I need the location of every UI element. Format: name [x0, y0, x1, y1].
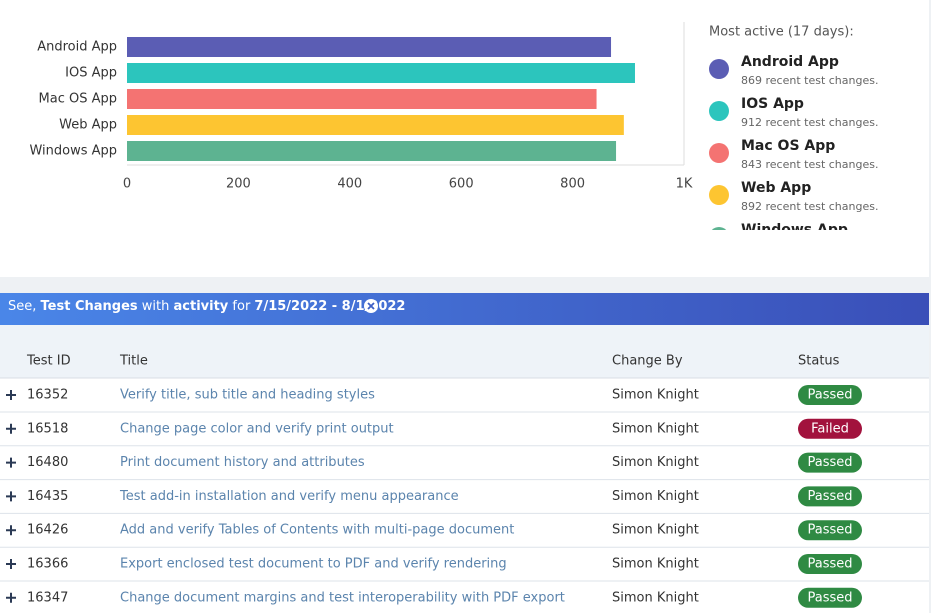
banner-text: See, Test Changes with activity for 7/15…: [8, 299, 405, 314]
expand-icon[interactable]: [6, 525, 16, 536]
category-label: IOS App: [65, 66, 117, 81]
x-tick-label: 400: [337, 177, 362, 192]
status-text: Passed: [807, 489, 852, 504]
legend-desc: 912 recent test changes.: [741, 116, 878, 129]
legend-title: Most active (17 days):: [709, 25, 854, 40]
change-by: Simon Knight: [612, 590, 699, 605]
bar: [127, 115, 624, 135]
change-by: Simon Knight: [612, 489, 699, 504]
legend-name: Web App: [741, 180, 811, 196]
category-label: Web App: [59, 118, 117, 133]
status-badge: [798, 452, 862, 473]
status-badge: [798, 486, 862, 507]
test-id: 16347: [27, 590, 68, 605]
banner-part: activity: [174, 299, 229, 314]
x-tick-label: 800: [560, 177, 585, 192]
test-id: 16366: [27, 557, 68, 572]
expand-icon[interactable]: [6, 457, 16, 468]
legend-desc: 843 recent test changes.: [741, 158, 878, 171]
change-by: Simon Knight: [612, 523, 699, 538]
legend-swatch: [709, 185, 729, 205]
legend-desc: 892 recent test changes.: [741, 200, 878, 213]
category-label: Windows App: [29, 144, 117, 159]
column-header: Title: [119, 354, 148, 369]
bar: [127, 89, 597, 109]
bar: [127, 37, 612, 57]
x-tick-label: 200: [226, 177, 251, 192]
table-panel: [0, 335, 929, 613]
banner-part: 7/15/2022 - 8/1/2022: [254, 299, 405, 314]
x-tick-label: 600: [449, 177, 474, 192]
legend-swatch: [709, 143, 729, 163]
legend-name: Android App: [741, 54, 839, 70]
change-by: Simon Knight: [612, 557, 699, 572]
expand-icon[interactable]: [6, 491, 16, 502]
status-badge: [798, 385, 862, 405]
test-title[interactable]: Test add-in installation and verify menu…: [119, 489, 459, 504]
banner-part: with: [138, 299, 174, 314]
legend: Android App 869 recent test changes. IOS A…: [709, 54, 878, 238]
change-by: Simon Knight: [612, 421, 699, 436]
status-badge: [798, 587, 862, 608]
table-header: [0, 325, 929, 378]
banner-part: See,: [8, 299, 41, 314]
category-label: Android App: [37, 40, 117, 55]
banner-part: for: [228, 299, 254, 314]
test-id: 16426: [27, 523, 68, 538]
status-badge: [798, 554, 862, 574]
status-text: Passed: [807, 455, 852, 470]
legend-swatch: [709, 101, 729, 121]
expand-icon[interactable]: [6, 423, 16, 434]
change-by: Simon Knight: [612, 388, 699, 403]
close-icon[interactable]: [364, 299, 378, 313]
test-title[interactable]: Print document history and attributes: [120, 455, 365, 470]
test-id: 16352: [27, 388, 68, 403]
status-text: Passed: [807, 557, 852, 572]
category-label: Mac OS App: [39, 92, 117, 107]
banner-part: Test Changes: [41, 299, 138, 314]
x-tick-label: 0: [123, 177, 131, 192]
column-header: Test ID: [26, 354, 71, 369]
status-text: Passed: [807, 523, 852, 538]
status-badge: [798, 520, 862, 541]
expand-icon[interactable]: [6, 390, 16, 400]
test-title[interactable]: Verify title, sub title and heading styl…: [120, 388, 375, 403]
change-by: Simon Knight: [612, 455, 699, 470]
legend-desc: 869 recent test changes.: [741, 74, 878, 87]
test-title[interactable]: Change document margins and test interop…: [120, 590, 565, 605]
legend-swatch: [711, 227, 727, 230]
column-header: Status: [798, 354, 840, 369]
legend-name: Mac OS App: [741, 138, 835, 154]
test-id: 16480: [27, 455, 68, 470]
status-text: Passed: [807, 590, 852, 605]
table: Test ID Title Change By Status 16352 Verify t…: [0, 354, 929, 608]
legend-swatch: [709, 59, 729, 79]
expand-icon[interactable]: [6, 559, 16, 569]
test-id: 16435: [27, 489, 68, 504]
banner: [0, 293, 929, 325]
test-title[interactable]: Change page color and verify print outpu…: [120, 421, 394, 436]
status-badge: [798, 418, 862, 439]
status-text: Failed: [811, 421, 849, 436]
x-tick-label: 1K: [676, 177, 693, 192]
legend-name: Windows App: [741, 222, 848, 238]
bar: [127, 141, 617, 161]
test-title[interactable]: Export enclosed test document to PDF and…: [120, 557, 507, 572]
test-title[interactable]: Add and verify Tables of Contents with m…: [120, 523, 514, 538]
test-id: 16518: [27, 421, 68, 436]
status-text: Passed: [807, 388, 852, 403]
bar: [127, 63, 635, 83]
legend-name: IOS App: [741, 96, 804, 112]
column-header: Change By: [612, 354, 683, 369]
expand-icon[interactable]: [6, 592, 16, 603]
